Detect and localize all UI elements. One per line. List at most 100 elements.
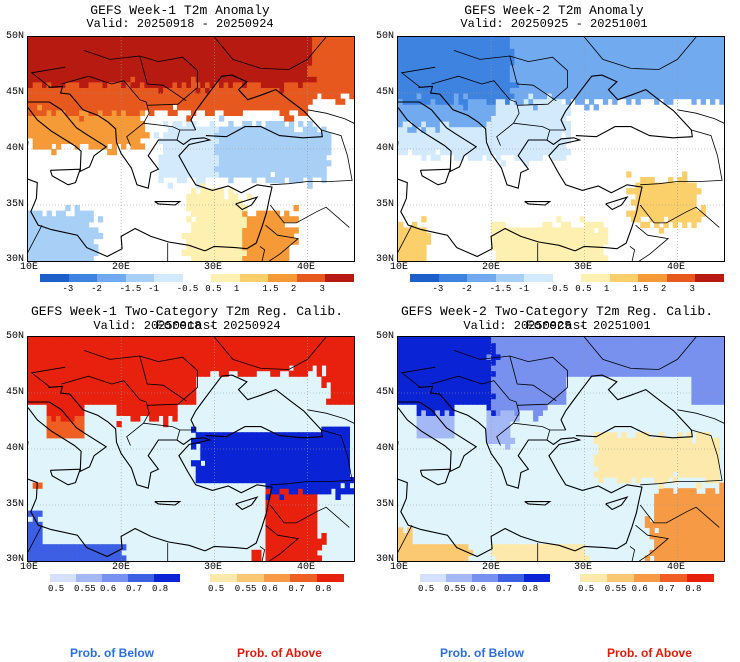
- grid-cell: [181, 381, 187, 388]
- grid-cell: [46, 432, 52, 439]
- grid-cell: [316, 432, 322, 439]
- grid-cell: [672, 37, 679, 44]
- grid-cell: [121, 359, 127, 366]
- grid-cell: [260, 449, 267, 456]
- grid-cell: [55, 244, 62, 251]
- grid-cell: [97, 370, 104, 377]
- grid-cell: [335, 370, 341, 377]
- grid-cell: [335, 70, 341, 77]
- grid-cell: [416, 376, 422, 383]
- grid-cell: [42, 121, 48, 128]
- panel2-lat-30: 30N: [376, 254, 395, 265]
- grid-cell: [439, 65, 446, 72]
- grid-cell: [307, 549, 313, 556]
- grid-cell: [472, 132, 478, 139]
- grid-cell: [172, 409, 178, 416]
- grid-cell: [274, 132, 281, 139]
- grid-cell: [251, 454, 257, 461]
- grid-cell: [55, 109, 62, 116]
- grid-cell: [69, 381, 76, 388]
- grid-cell: [421, 376, 427, 383]
- grid-cell: [640, 81, 646, 88]
- grid-cell: [491, 221, 497, 228]
- grid-cell: [37, 381, 43, 388]
- grid-cell: [677, 42, 683, 49]
- grid-cell: [205, 59, 211, 66]
- grid-cell: [46, 353, 52, 360]
- grid-cell: [547, 104, 553, 111]
- grid-cell: [28, 337, 34, 344]
- grid-cell: [69, 126, 76, 133]
- grid-cell: [256, 154, 262, 161]
- grid-cell: [125, 370, 132, 377]
- grid-cell: [232, 221, 239, 228]
- grid-cell: [477, 143, 483, 150]
- grid-cell: [28, 221, 34, 228]
- grid-cell: [293, 437, 299, 444]
- grid-cell: [537, 59, 543, 66]
- grid-cell: [640, 48, 646, 55]
- grid-cell: [551, 121, 557, 128]
- grid-cell: [28, 109, 34, 116]
- grid-cell: [237, 465, 243, 472]
- grid-cell: [74, 48, 80, 55]
- grid-cell: [177, 165, 183, 172]
- grid-cell: [167, 376, 173, 383]
- grid-cell: [158, 93, 164, 100]
- grid-cell: [570, 244, 576, 251]
- grid-cell: [551, 233, 557, 240]
- colorbar-swatch: [68, 274, 98, 282]
- grid-cell: [237, 255, 243, 261]
- grid-cell: [398, 353, 404, 360]
- grid-cell: [88, 244, 94, 251]
- grid-cell: [130, 387, 136, 394]
- grid-cell: [102, 376, 108, 383]
- grid-cell: [42, 370, 48, 377]
- grid-cell: [293, 482, 299, 489]
- grid-cell: [139, 109, 146, 116]
- grid-cell: [288, 348, 295, 355]
- grid-cell: [467, 154, 474, 161]
- grid-cell: [121, 93, 127, 100]
- grid-cell: [330, 37, 336, 44]
- grid-cell: [28, 93, 34, 100]
- grid-cell: [607, 65, 613, 72]
- grid-cell: [668, 53, 674, 60]
- grid-cell: [416, 370, 422, 377]
- grid-cell: [265, 337, 271, 344]
- grid-cell: [477, 154, 483, 161]
- grid-cell: [463, 37, 469, 44]
- grid-cell: [307, 432, 313, 439]
- grid-cell: [425, 376, 432, 383]
- grid-cell: [416, 93, 422, 100]
- grid-cell: [144, 48, 150, 55]
- grid-cell: [265, 160, 271, 167]
- grid-cell: [542, 221, 548, 228]
- grid-cell: [149, 337, 155, 344]
- grid-cell: [274, 348, 281, 355]
- grid-cell: [158, 53, 164, 60]
- grid-cell: [588, 221, 595, 228]
- grid-cell: [326, 42, 332, 49]
- grid-cell: [32, 370, 38, 377]
- grid-cell: [542, 70, 548, 77]
- grid-cell: [528, 109, 534, 116]
- grid-cell: [293, 460, 299, 467]
- grid-cell: [195, 337, 201, 344]
- grid-cell: [195, 199, 201, 206]
- grid-cell: [416, 342, 422, 349]
- grid-cell: [186, 348, 192, 355]
- grid-cell: [172, 393, 178, 400]
- grid-cell: [121, 121, 127, 128]
- grid-cell: [528, 249, 534, 256]
- grid-cell: [209, 59, 215, 66]
- grid-cell: [495, 98, 502, 105]
- grid-cell: [340, 443, 346, 450]
- grid-cell: [125, 109, 132, 116]
- grid-cell: [663, 188, 669, 195]
- grid-cell: [205, 205, 211, 212]
- grid-cell: [467, 104, 474, 111]
- grid-cell: [668, 48, 674, 55]
- grid-cell: [630, 210, 637, 217]
- grid-cell: [177, 48, 183, 55]
